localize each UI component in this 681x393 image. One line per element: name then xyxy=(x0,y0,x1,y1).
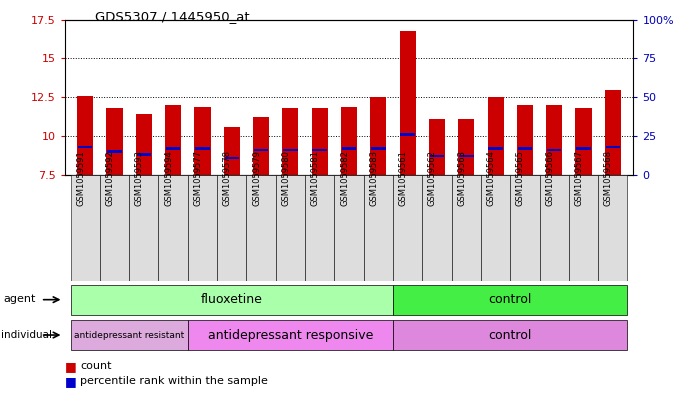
Bar xyxy=(546,105,563,175)
Bar xyxy=(342,147,356,150)
Text: GSM1059582: GSM1059582 xyxy=(340,150,349,206)
FancyBboxPatch shape xyxy=(129,175,159,281)
FancyBboxPatch shape xyxy=(364,175,393,281)
Text: GSM1059580: GSM1059580 xyxy=(281,150,290,206)
FancyBboxPatch shape xyxy=(188,320,393,350)
Text: agent: agent xyxy=(3,294,36,305)
FancyBboxPatch shape xyxy=(100,175,129,281)
Text: GSM1059578: GSM1059578 xyxy=(223,150,232,206)
Bar xyxy=(400,133,415,136)
FancyBboxPatch shape xyxy=(481,175,510,281)
Text: GSM1059577: GSM1059577 xyxy=(193,150,202,206)
Text: GSM1059581: GSM1059581 xyxy=(311,150,319,206)
FancyBboxPatch shape xyxy=(393,320,627,350)
Text: antidepressant resistant: antidepressant resistant xyxy=(74,331,185,340)
FancyBboxPatch shape xyxy=(217,175,247,281)
Text: ■: ■ xyxy=(65,375,76,388)
Bar xyxy=(166,147,180,150)
Bar xyxy=(458,119,475,175)
Text: GSM1059592: GSM1059592 xyxy=(106,150,114,206)
Text: ■: ■ xyxy=(65,360,76,373)
FancyBboxPatch shape xyxy=(539,175,569,281)
FancyBboxPatch shape xyxy=(452,175,481,281)
Text: percentile rank within the sample: percentile rank within the sample xyxy=(80,376,268,386)
FancyBboxPatch shape xyxy=(334,175,364,281)
Bar xyxy=(136,114,152,175)
Bar xyxy=(283,108,298,175)
Bar xyxy=(488,147,503,150)
Bar xyxy=(312,108,328,175)
Bar xyxy=(108,151,122,153)
Bar xyxy=(605,90,621,175)
Text: GSM1059566: GSM1059566 xyxy=(545,150,554,206)
Bar xyxy=(78,146,93,148)
Text: GSM1059591: GSM1059591 xyxy=(76,150,85,206)
Bar xyxy=(254,149,268,151)
Bar xyxy=(253,118,269,175)
Text: control: control xyxy=(488,293,532,306)
Text: GSM1059583: GSM1059583 xyxy=(369,150,379,206)
Bar xyxy=(341,107,357,175)
FancyBboxPatch shape xyxy=(71,285,393,315)
Text: GSM1059567: GSM1059567 xyxy=(575,150,584,206)
Text: count: count xyxy=(80,361,112,371)
Bar xyxy=(517,105,533,175)
Bar xyxy=(576,147,590,150)
FancyBboxPatch shape xyxy=(393,285,627,315)
Bar xyxy=(165,105,181,175)
Text: individual: individual xyxy=(1,330,52,340)
FancyBboxPatch shape xyxy=(393,175,422,281)
FancyBboxPatch shape xyxy=(71,175,100,281)
Bar xyxy=(194,107,210,175)
Bar xyxy=(430,155,444,158)
Bar xyxy=(77,96,93,175)
Text: GDS5307 / 1445950_at: GDS5307 / 1445950_at xyxy=(95,10,250,23)
Text: GSM1059562: GSM1059562 xyxy=(428,150,437,206)
Text: control: control xyxy=(488,329,532,342)
FancyBboxPatch shape xyxy=(188,175,217,281)
Bar xyxy=(518,147,532,150)
Text: GSM1059594: GSM1059594 xyxy=(164,150,173,206)
Text: GSM1059593: GSM1059593 xyxy=(135,150,144,206)
Text: GSM1059563: GSM1059563 xyxy=(457,150,466,206)
FancyBboxPatch shape xyxy=(305,175,334,281)
Bar xyxy=(575,108,592,175)
FancyBboxPatch shape xyxy=(569,175,598,281)
FancyBboxPatch shape xyxy=(598,175,627,281)
Text: GSM1059564: GSM1059564 xyxy=(486,150,496,206)
FancyBboxPatch shape xyxy=(422,175,452,281)
FancyBboxPatch shape xyxy=(510,175,539,281)
Text: GSM1059561: GSM1059561 xyxy=(398,150,408,206)
FancyBboxPatch shape xyxy=(276,175,305,281)
Bar xyxy=(106,108,123,175)
Bar xyxy=(195,147,210,150)
Bar xyxy=(488,97,504,175)
Text: GSM1059568: GSM1059568 xyxy=(604,150,613,206)
FancyBboxPatch shape xyxy=(159,175,188,281)
Bar xyxy=(370,97,386,175)
FancyBboxPatch shape xyxy=(247,175,276,281)
Bar xyxy=(605,146,620,148)
Bar xyxy=(137,153,151,156)
Bar xyxy=(223,127,240,175)
Bar xyxy=(313,149,327,151)
Text: antidepressant responsive: antidepressant responsive xyxy=(208,329,373,342)
Bar xyxy=(429,119,445,175)
Bar xyxy=(400,31,415,175)
Bar xyxy=(283,149,298,151)
Text: fluoxetine: fluoxetine xyxy=(201,293,263,306)
Bar xyxy=(371,147,385,150)
Text: GSM1059565: GSM1059565 xyxy=(516,150,525,206)
Bar xyxy=(547,149,561,151)
Bar xyxy=(225,156,239,159)
FancyBboxPatch shape xyxy=(71,320,188,350)
Text: GSM1059579: GSM1059579 xyxy=(252,150,261,206)
Bar xyxy=(459,155,473,158)
